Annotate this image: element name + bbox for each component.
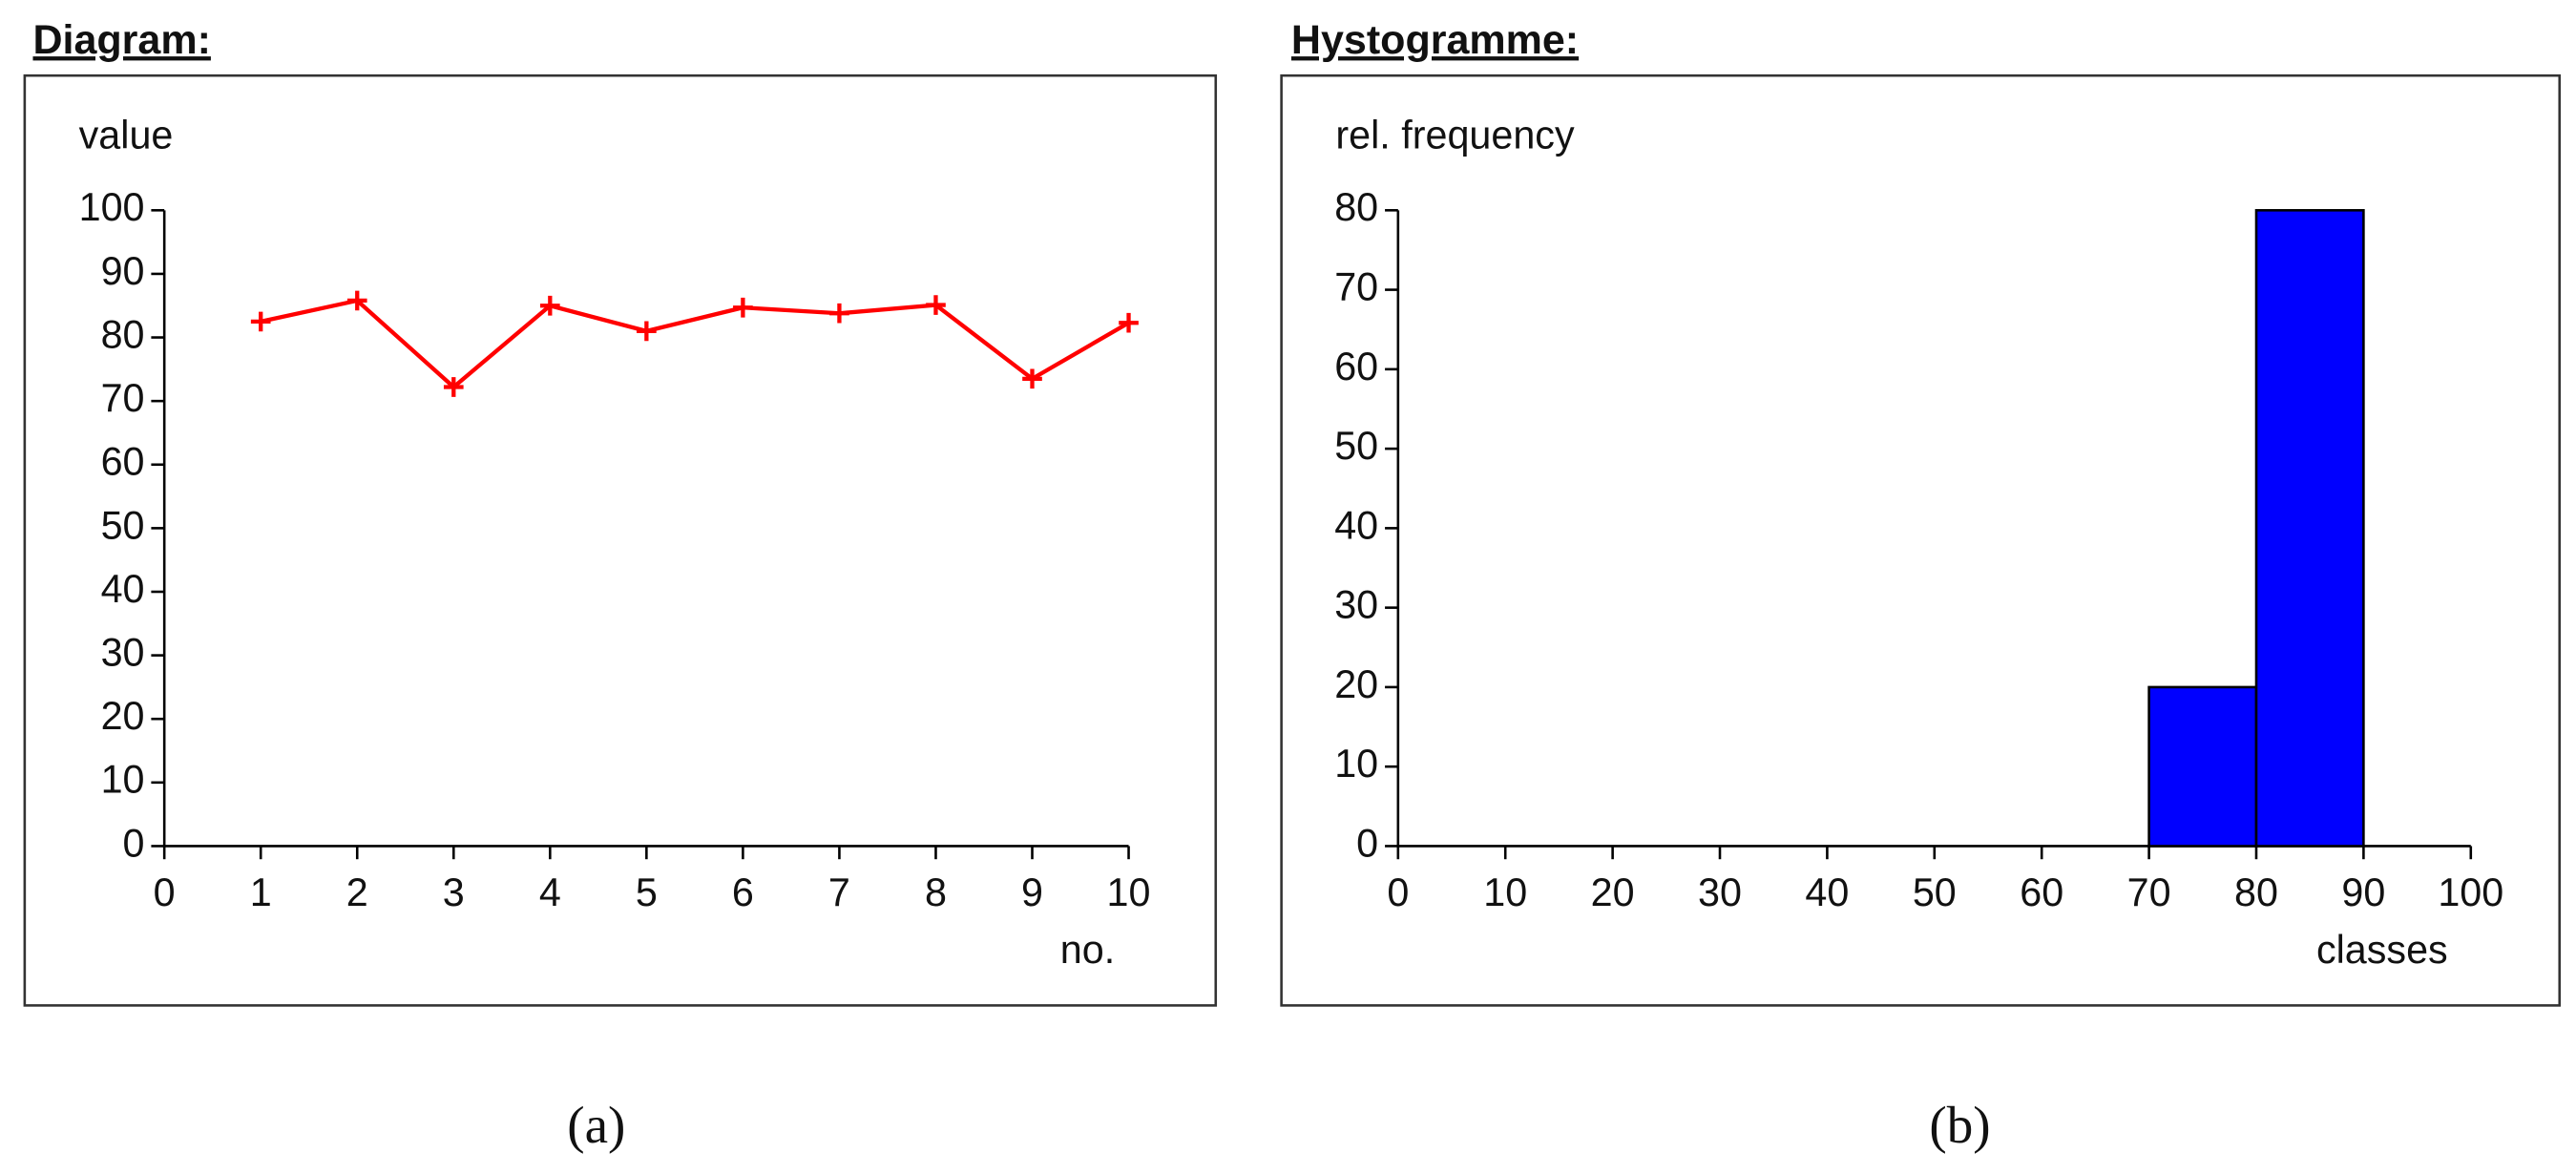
data-point [539, 295, 560, 316]
y-tick-label: 20 [101, 694, 145, 738]
data-point [1119, 312, 1139, 333]
y-tick-label: 80 [101, 312, 145, 356]
panel-header: Hystogramme: [1291, 17, 1579, 63]
x-tick-label: 9 [1021, 870, 1043, 914]
data-line [260, 298, 1130, 390]
y-tick-label: 50 [101, 503, 145, 547]
x-tick-label: 80 [2234, 870, 2278, 914]
x-tick-label: 3 [443, 870, 465, 914]
y-tick-label: 60 [101, 440, 145, 484]
y-tick-label: 50 [1334, 424, 1378, 468]
y-tick-label: 40 [1334, 503, 1378, 547]
x-tick-label: 2 [346, 870, 368, 914]
x-tick-label: 30 [1698, 870, 1742, 914]
x-tick-label: 0 [1387, 870, 1409, 914]
data-point [1022, 368, 1042, 389]
x-tick-label: 5 [636, 870, 658, 914]
histogram-bar [2147, 685, 2258, 848]
x-tick-label: 1 [250, 870, 272, 914]
x-tick-label: 6 [732, 870, 754, 914]
x-tick-label: 40 [1805, 870, 1849, 914]
y-tick-label: 80 [1334, 185, 1378, 229]
x-tick-label: 20 [1591, 870, 1635, 914]
data-point [250, 311, 271, 332]
y-tick-label: 90 [101, 249, 145, 293]
x-tick-label: 8 [925, 870, 947, 914]
x-tick-label: 0 [154, 870, 176, 914]
y-tick-label: 10 [101, 758, 145, 802]
y-tick-label: 0 [1356, 821, 1378, 865]
x-tick-label: 50 [1913, 870, 1957, 914]
data-point [926, 295, 946, 315]
y-tick-label: 30 [1334, 583, 1378, 627]
y-tick-label: 30 [101, 631, 145, 675]
panel-header: Diagram: [32, 17, 210, 63]
y-tick-label: 10 [1334, 742, 1378, 786]
x-axis-label: classes [2316, 928, 2448, 972]
x-tick-label: 70 [2127, 870, 2171, 914]
data-point [443, 377, 464, 397]
y-tick-label: 70 [101, 376, 145, 420]
y-axis-label: value [79, 113, 174, 157]
x-tick-label: 100 [2438, 870, 2503, 914]
histogram-bar [2254, 209, 2365, 848]
panel-frame [1280, 73, 2562, 1007]
panel-frame [23, 73, 1218, 1007]
x-tick-label: 90 [2341, 870, 2385, 914]
y-tick-label: 70 [1334, 264, 1378, 308]
data-point [637, 321, 657, 342]
x-tick-label: 10 [1107, 870, 1151, 914]
caption: (a) [567, 1096, 625, 1154]
y-tick-label: 40 [101, 567, 145, 611]
x-tick-label: 60 [2020, 870, 2063, 914]
data-point [346, 290, 367, 311]
y-tick-label: 60 [1334, 345, 1378, 388]
x-axis-label: no. [1060, 928, 1115, 972]
data-point [733, 297, 753, 318]
data-point [829, 303, 849, 324]
y-tick-label: 100 [79, 185, 145, 229]
y-tick-label: 20 [1334, 662, 1378, 706]
y-tick-label: 0 [123, 821, 145, 865]
x-tick-label: 4 [539, 870, 561, 914]
caption: (b) [1929, 1096, 1990, 1154]
x-tick-label: 10 [1483, 870, 1527, 914]
y-axis-label: rel. frequency [1335, 113, 1575, 157]
x-tick-label: 7 [828, 870, 850, 914]
